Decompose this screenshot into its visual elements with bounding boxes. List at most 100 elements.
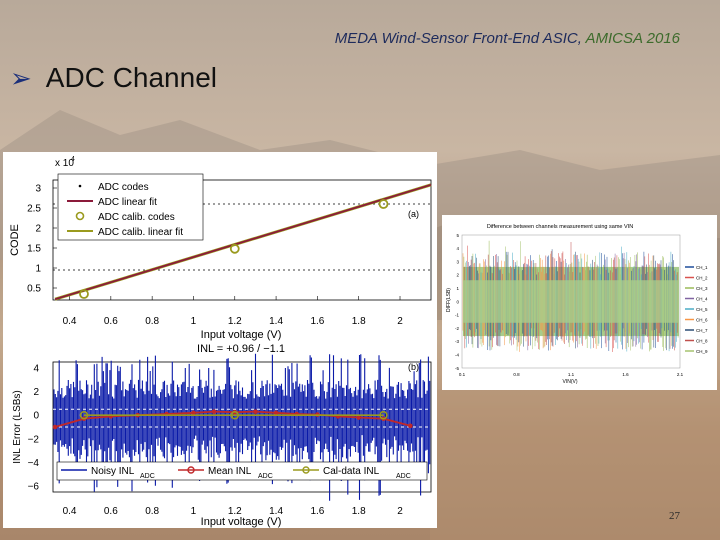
chart-b-xtick-label: 1.4 (269, 506, 283, 517)
diff-legend-label: CH_9 (696, 349, 708, 354)
diff-xtick-label: 2.1 (677, 372, 684, 377)
chart-a-xlabel: Input voltage (V) (201, 329, 282, 341)
diff-ytick-label: -1 (455, 313, 459, 318)
diff-ytick-label: 4 (456, 246, 459, 251)
legend-calib-codes: ADC calib. codes (98, 212, 175, 223)
chart-b-legend: Noisy INL ADC Mean INL ADC Cal-data INL … (56, 461, 428, 481)
chart-b-xticks: 0.4 0.6 0.8 1 1.2 1.4 1.6 1.8 2 (63, 506, 404, 517)
chart-b-mean-inl-point (52, 424, 58, 430)
chart-b-xtick-label: 0.8 (145, 506, 159, 517)
diff-legend-label: CH_2 (696, 275, 708, 280)
diff-ytick-label: 0 (456, 299, 459, 304)
chart-b-xtick-label: 1.8 (352, 506, 366, 517)
adc-figure-svg: x 10 4 (a) CODE Input voltage (V) INL = … (9, 156, 432, 528)
chart-b-ylabel: INL Error (LSBs) (12, 390, 23, 464)
channel-difference-panel: Difference between channels measurement … (442, 215, 717, 390)
chart-b-cal-data-point (379, 410, 388, 420)
chart-a-ytick-label: 1.5 (27, 244, 41, 255)
diff-legend: CH_1 CH_2 CH_3 CH_4 CH_5 CH_6 CH_7 CH_8 CH_9 (685, 265, 708, 354)
chart-b-hlines (53, 408, 431, 428)
chart-b-xtick-label: 1 (191, 506, 197, 517)
diff-legend-label: CH_4 (696, 296, 708, 301)
chart-a-calib-point (229, 243, 240, 254)
chart-a: x 10 4 (a) CODE Input voltage (V) INL = … (9, 156, 432, 355)
chart-b-cal-data-point (230, 410, 240, 420)
legend-calib-linear-fit: ADC calib. linear fit (98, 227, 183, 238)
chart-b-ytick-label: 2 (33, 387, 39, 398)
chart-a-yticks: 0.5 1 1.5 2 2.5 3 (27, 184, 57, 295)
chart-b-xtick-label: 0.4 (63, 506, 77, 517)
diff-ytick-label: 1 (456, 286, 459, 291)
chart-b-mean-inl-point (408, 423, 413, 429)
chart-a-linear-fit-line (54, 183, 432, 301)
diff-channel-traces (462, 240, 679, 353)
chart-a-xtick-label: 1.2 (228, 316, 242, 327)
chart-a-xtick-label: 1.4 (269, 316, 283, 327)
chart-b-ytick-label: −4 (28, 458, 40, 469)
chart-b-ytick-label: 0 (33, 411, 39, 422)
legend-mean-inl-marker (187, 466, 195, 474)
chart-a-ytick-label: 0.5 (27, 284, 41, 295)
chart-a-ytick-label: 3 (35, 184, 41, 195)
diff-xtick-label: 0.1 (459, 372, 466, 377)
chart-a-xtick-label: 2 (397, 316, 403, 327)
legend-noisy-inl-sub: ADC (140, 473, 155, 480)
chart-b-ytick-label: −2 (28, 434, 40, 445)
chart-b-mean-inl-point (253, 409, 258, 414)
legend-mean-inl-sub: ADC (258, 473, 273, 480)
chart-a-ylabel: CODE (9, 224, 21, 256)
diff-ytick-label: -5 (455, 366, 459, 371)
page-number: 27 (669, 510, 680, 522)
chart-a-ytick-label: 2 (35, 224, 41, 235)
chart-b-xtick-label: 1.6 (310, 506, 324, 517)
legend-calib-codes-marker (75, 211, 85, 221)
channel-difference-svg: Difference between channels measurement … (446, 224, 708, 385)
legend-mean-inl: Mean INL (208, 466, 252, 477)
chart-a-exponent-power: 4 (71, 156, 75, 163)
diff-ylabel: DIFF(LSB) (446, 288, 452, 312)
legend-adc-codes-marker (78, 184, 82, 188)
diff-xtick-label: 0.8 (513, 372, 520, 377)
chart-a-xtick-label: 1.8 (352, 316, 366, 327)
legend-cal-data-inl: Cal-data INL (323, 466, 380, 477)
chart-a-legend-box (57, 173, 204, 241)
chart-a-xtick-label: 1.6 (310, 316, 324, 327)
chart-a-xtick-label: 0.4 (63, 316, 77, 327)
diff-xtick-label: 1.6 (622, 372, 629, 377)
adc-figure-panel: x 10 4 (a) CODE Input voltage (V) INL = … (3, 152, 437, 528)
chart-b-legend-box (56, 461, 428, 481)
diff-legend-label: CH_6 (696, 317, 708, 322)
chart-b-mean-inl-point (211, 409, 217, 414)
chart-b-yticks: 4 2 0 −2 −4 −6 (28, 363, 40, 492)
chart-a-xticks: 0.4 0.6 0.8 1 1.2 1.4 1.6 1.8 2 (63, 296, 403, 327)
slide-title-text: ADC Channel (45, 62, 217, 93)
slide-header: MEDA Wind-Sensor Front-End ASIC, AMICSA … (335, 30, 680, 47)
chart-b-xtick-label: 0.6 (104, 506, 118, 517)
chart-a-xtick-label: 1 (191, 316, 197, 327)
chart-b: (b) INL Error (LSBs) Input voltage (V) 0… (12, 353, 432, 528)
arrow-bullet-icon: ➢ (10, 62, 32, 93)
diff-legend-label: CH_7 (696, 328, 708, 333)
chart-b-ytick-label: 4 (33, 363, 39, 374)
chart-a-frame (52, 179, 432, 301)
chart-a-series (54, 183, 432, 301)
diff-ytick-label: -4 (455, 353, 459, 358)
legend-cal-data-inl-sub: ADC (396, 473, 411, 480)
diff-legend-label: CH_3 (696, 286, 708, 291)
legend-adc-linear-fit: ADC linear fit (98, 197, 157, 208)
diff-legend-label: CH_8 (696, 338, 708, 343)
legend-noisy-inl: Noisy INL (91, 466, 135, 477)
diff-yticks: 5 4 3 2 1 0 -1 -2 -3 -4 -5 (455, 233, 460, 371)
legend-cal-data-inl-marker (302, 466, 310, 474)
slide-title: ➢ ADC Channel (10, 62, 217, 94)
diff-ytick-label: 5 (456, 233, 459, 238)
chart-b-cal-data-point (79, 410, 89, 420)
chart-b-mean-inl-point (356, 415, 362, 420)
diff-ytick-label: 3 (456, 259, 459, 264)
chart-b-mean-inl-point (273, 410, 279, 416)
chart-b-xlabel: Input voltage (V) (201, 516, 282, 528)
header-org-text: AMICSA 2016 (585, 30, 681, 47)
chart-a-xtick-label: 0.6 (104, 316, 118, 327)
diff-ytick-label: 2 (456, 273, 459, 278)
